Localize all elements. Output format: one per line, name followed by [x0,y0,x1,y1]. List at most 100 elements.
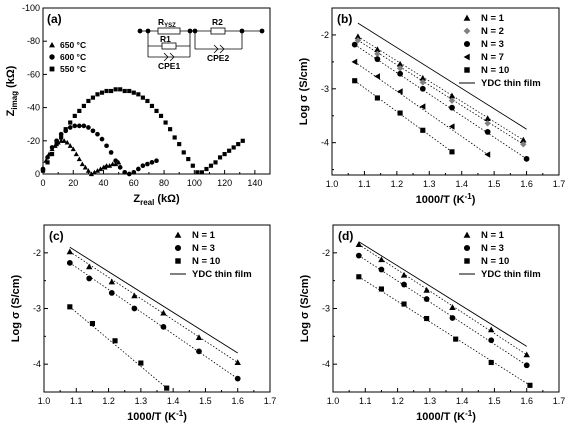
legend-label: YDC thin film [481,269,541,280]
x-tick-label: 1.7 [553,396,566,406]
fit-line [354,80,453,153]
y-tick-label: -4 [321,138,329,148]
y-tick-label: -2 [322,248,330,258]
legend-label: N = 1 [481,13,505,24]
legend-marker [463,40,471,48]
legend-marker [49,42,55,48]
data-point [227,148,232,153]
series-circle [40,123,159,177]
data-point [484,120,491,127]
data-point [73,151,79,157]
data-point [97,166,104,172]
data-point [419,79,426,86]
legend-marker [174,244,182,252]
data-point [138,360,144,366]
data-point [77,108,82,113]
data-point [63,127,68,132]
data-point [181,150,186,155]
data-point [396,65,404,72]
series-ydc-thin-film [357,22,527,130]
series-n-10 [352,78,455,155]
y-tick-label: -40 [27,103,40,113]
x-tick-label: 60 [129,178,139,188]
data-point [54,138,59,144]
data-point [86,125,91,130]
data-point [116,159,122,165]
data-point [99,136,105,142]
x-tick-label: 1.4 [456,396,469,406]
data-point [448,92,456,99]
data-point [85,168,91,173]
data-point [131,305,138,312]
data-point [527,382,533,388]
panel-b: 1.0 1.1 1.2 1.3 1.4 1.5 1.6 1.7 -2 -3 -4 (b) N = 1 N … [298,7,566,206]
series-n-10 [67,304,170,391]
series-ydc-thin-film [358,241,527,347]
legend-marker [49,66,55,72]
legend-label: N = 1 [192,230,216,241]
x-tick-label: 1.2 [391,179,404,189]
cpe1-symbol [163,52,175,62]
data-point [108,290,115,296]
data-point [91,169,98,175]
data-point [448,123,455,130]
data-point [82,164,88,170]
legend-label: N = 10 [481,65,509,76]
data-point [122,170,128,175]
circuit-node [259,28,265,34]
data-point [374,73,380,80]
data-point [164,385,170,391]
data-point [204,166,209,172]
data-point [67,304,73,310]
x-axis-label: 1000/T (K-1) [127,409,187,423]
data-point [423,286,430,293]
series-n-2 [354,37,527,148]
data-point [127,88,132,94]
data-point [354,37,362,44]
data-point [108,150,114,155]
x-tick-label: 1.5 [199,396,212,406]
legend-label: N = 3 [192,243,215,254]
series-n-3 [351,41,530,162]
y-tick-label: -4 [322,359,330,369]
x-tick-label: 1.1 [358,179,371,189]
data-point [453,336,459,342]
data-point [108,278,115,285]
x-tick-label: 1.3 [423,179,436,189]
data-point [401,301,407,307]
legend-label: N = 2 [481,26,504,37]
y-axis-label: Log σ (S/cm) [298,57,310,125]
circuit-label-cpe1: CPE1 [158,61,180,71]
ydc-line [69,246,238,354]
plot-frame [43,224,271,393]
legend-marker [463,14,471,21]
data-point [70,146,76,152]
x-tick-label: 1.0 [38,396,51,406]
data-point [131,170,137,175]
y-axis-label: Log σ (S/cm) [299,274,311,342]
legend-marker [174,231,182,238]
legend-marker [463,244,471,252]
data-point [374,56,381,63]
data-point [145,161,150,167]
data-point [488,337,495,344]
x-tick-label: 0 [40,178,45,188]
data-point [61,138,67,143]
x-tick-label: 1.6 [231,396,244,406]
x-tick-label: 80 [159,178,169,188]
data-point [66,259,73,266]
data-point [136,166,141,172]
ydc-line [357,22,527,130]
data-point [50,152,55,157]
data-point [484,129,491,135]
data-point [58,131,64,137]
data-point [354,33,362,40]
data-point [76,156,82,162]
data-point [396,88,403,95]
x-tick-label: 1.7 [553,179,566,189]
data-point [374,95,380,101]
legend-label: N = 3 [481,243,504,254]
data-point [112,338,118,344]
data-point [177,142,182,147]
y-tick-label: -3 [321,84,329,94]
